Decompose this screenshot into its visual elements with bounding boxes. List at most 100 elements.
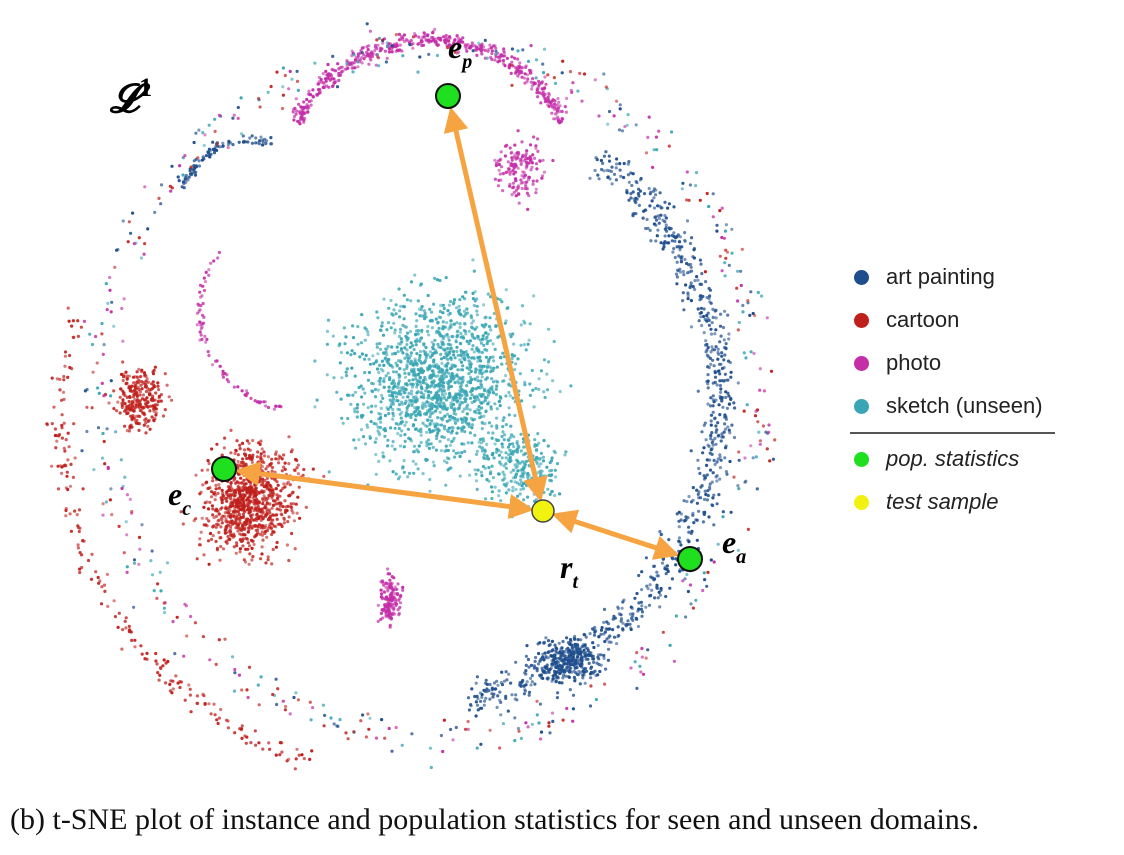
scatter-point <box>391 313 395 317</box>
scatter-point <box>683 231 687 235</box>
scatter-point <box>472 399 476 403</box>
scatter-point <box>470 393 474 397</box>
scatter-point <box>703 317 707 322</box>
scatter-point <box>460 401 464 405</box>
scatter-point <box>483 48 487 53</box>
scatter-point <box>487 466 491 470</box>
scatter-point <box>360 313 364 317</box>
scatter-point <box>493 442 497 446</box>
scatter-point <box>250 460 254 464</box>
scatter-point <box>256 501 260 505</box>
scatter-point <box>451 335 455 339</box>
scatter-point <box>140 368 144 372</box>
scatter-point <box>719 312 723 316</box>
scatter-point <box>475 313 479 317</box>
scatter-point <box>256 528 260 532</box>
scatter-point <box>480 375 484 379</box>
scatter-point <box>709 413 714 417</box>
scatter-point <box>647 186 651 191</box>
scatter-point <box>519 162 523 166</box>
scatter-point <box>426 38 430 42</box>
scatter-point <box>699 496 703 500</box>
scatter-point <box>554 679 558 683</box>
scatter-point <box>602 607 607 612</box>
scatter-point <box>401 465 405 469</box>
scatter-point <box>150 415 154 419</box>
scatter-point <box>290 508 294 512</box>
scatter-point <box>592 660 596 665</box>
scatter-point <box>704 492 708 496</box>
scatter-point <box>260 545 264 549</box>
scatter-point <box>697 509 701 513</box>
scatter-point <box>656 228 660 232</box>
scatter-point <box>499 396 503 400</box>
scatter-point <box>127 399 131 404</box>
scatter-point <box>525 191 530 195</box>
scatter-point <box>383 434 387 438</box>
scatter-point <box>536 432 540 436</box>
scatter-point <box>521 475 525 479</box>
scatter-point <box>76 319 80 323</box>
scatter-point <box>386 444 390 448</box>
scatter-point <box>675 260 679 264</box>
scatter-point <box>285 759 289 763</box>
scatter-point <box>394 370 399 374</box>
scatter-point <box>366 378 370 382</box>
scatter-point <box>116 625 120 630</box>
scatter-point <box>661 556 666 560</box>
scatter-point <box>440 371 444 375</box>
scatter-point <box>422 343 426 347</box>
scatter-point <box>714 430 718 434</box>
scatter-point <box>710 321 714 325</box>
scatter-point <box>154 659 158 663</box>
scatter-point <box>484 355 488 359</box>
scatter-point <box>437 326 441 330</box>
scatter-point <box>718 383 723 388</box>
scatter-point <box>295 458 299 462</box>
scatter-point <box>482 453 486 457</box>
scatter-point <box>715 474 719 478</box>
scatter-point <box>65 474 69 478</box>
scatter-point <box>638 178 643 182</box>
scatter-point <box>535 449 539 453</box>
scatter-point <box>421 406 425 410</box>
scatter-point <box>432 464 436 468</box>
scatter-point <box>356 342 360 346</box>
scatter-point <box>211 525 215 529</box>
scatter-point <box>464 397 468 401</box>
scatter-point <box>535 455 539 460</box>
scatter-point <box>253 463 258 467</box>
scatter-point <box>242 495 246 499</box>
scatter-point <box>63 364 67 368</box>
scatter-point <box>321 85 325 89</box>
scatter-point <box>682 308 686 312</box>
scatter-point <box>394 603 398 608</box>
scatter-point <box>629 626 633 630</box>
scatter-point <box>475 449 479 453</box>
scatter-point <box>414 399 418 403</box>
scatter-point <box>211 479 215 483</box>
scatter-point <box>538 159 542 163</box>
scatter-point <box>710 503 714 507</box>
scatter-point <box>268 511 272 515</box>
scatter-point <box>60 413 64 417</box>
scatter-point <box>293 767 297 771</box>
scatter-point <box>386 371 390 375</box>
scatter-point <box>635 617 639 621</box>
scatter-point <box>64 514 68 518</box>
scatter-point <box>292 118 296 122</box>
scatter-point <box>472 396 477 400</box>
scatter-point <box>536 149 540 153</box>
scatter-point <box>720 397 724 401</box>
scatter-point <box>691 255 695 259</box>
scatter-point <box>282 482 286 486</box>
scatter-point <box>287 462 291 466</box>
scatter-point <box>158 673 162 677</box>
scatter-point <box>392 576 396 580</box>
scatter-point <box>207 353 211 358</box>
scatter-point <box>468 459 472 463</box>
scatter-point <box>229 480 233 485</box>
scatter-point <box>418 375 422 380</box>
scatter-point <box>561 673 566 677</box>
scatter-point <box>198 543 202 547</box>
